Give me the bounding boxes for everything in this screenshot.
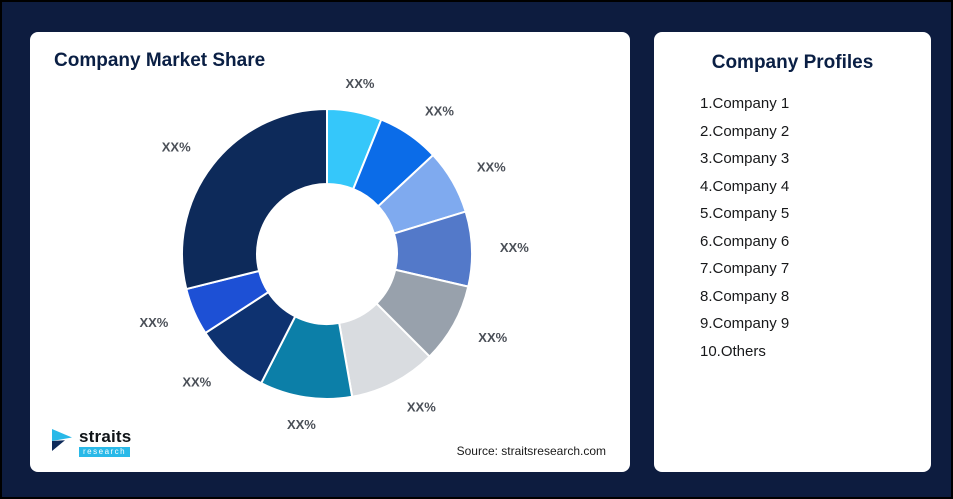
profile-list-item: 2.Company 2	[700, 122, 790, 140]
slice-label: XX%	[162, 139, 191, 154]
profile-list-item: 7.Company 7	[700, 260, 790, 277]
slice-label: XX%	[346, 76, 375, 91]
profile-list-item: 9.Company 9	[700, 315, 790, 332]
market-share-card: Company Market Share XX% XX% XX% XX% XX% XX% X…	[30, 32, 630, 472]
profile-list-item: 3.Company 3	[700, 150, 790, 167]
slice-label: XX%	[478, 330, 507, 345]
straits-logo-icon	[50, 427, 74, 458]
slice-label: XX%	[500, 240, 529, 255]
slice-label: XX%	[477, 160, 506, 175]
profile-list-item: 10.Others	[700, 342, 766, 360]
slice-label: XX%	[425, 103, 454, 118]
logo-text: straits research	[79, 428, 131, 457]
profile-list-item: 8.Company 8	[700, 287, 790, 305]
logo-brand: straits	[79, 427, 132, 446]
slice-label: XX%	[287, 417, 316, 432]
straits-research-logo: straits research	[50, 427, 131, 458]
chart-title: Company Market Share	[54, 50, 266, 71]
donut-chart: XX% XX% XX% XX% XX% XX% XX% XX% XX% XX%	[139, 76, 529, 432]
profile-list-item: 5.Company 5	[700, 205, 790, 222]
profiles-list: 1.Company 1 2.Company 2 3.Company 3 4.Co…	[654, 90, 931, 365]
donut-segment	[181, 107, 328, 291]
company-profiles-card: Company Profiles 1.Company 1 2.Company 2…	[654, 32, 931, 472]
slice-label: XX%	[407, 399, 436, 414]
profile-list-item: 6.Company 6	[700, 232, 790, 250]
slice-label: XX%	[182, 375, 211, 390]
profile-list-item: 4.Company 4	[700, 177, 790, 195]
source-attribution: Source: straitsresearch.com	[456, 444, 606, 458]
profile-list-item: 1.Company 1	[700, 95, 790, 112]
slice-label: XX%	[139, 315, 168, 330]
profiles-title: Company Profiles	[711, 52, 874, 73]
logo-sub-brand: research	[79, 447, 131, 457]
